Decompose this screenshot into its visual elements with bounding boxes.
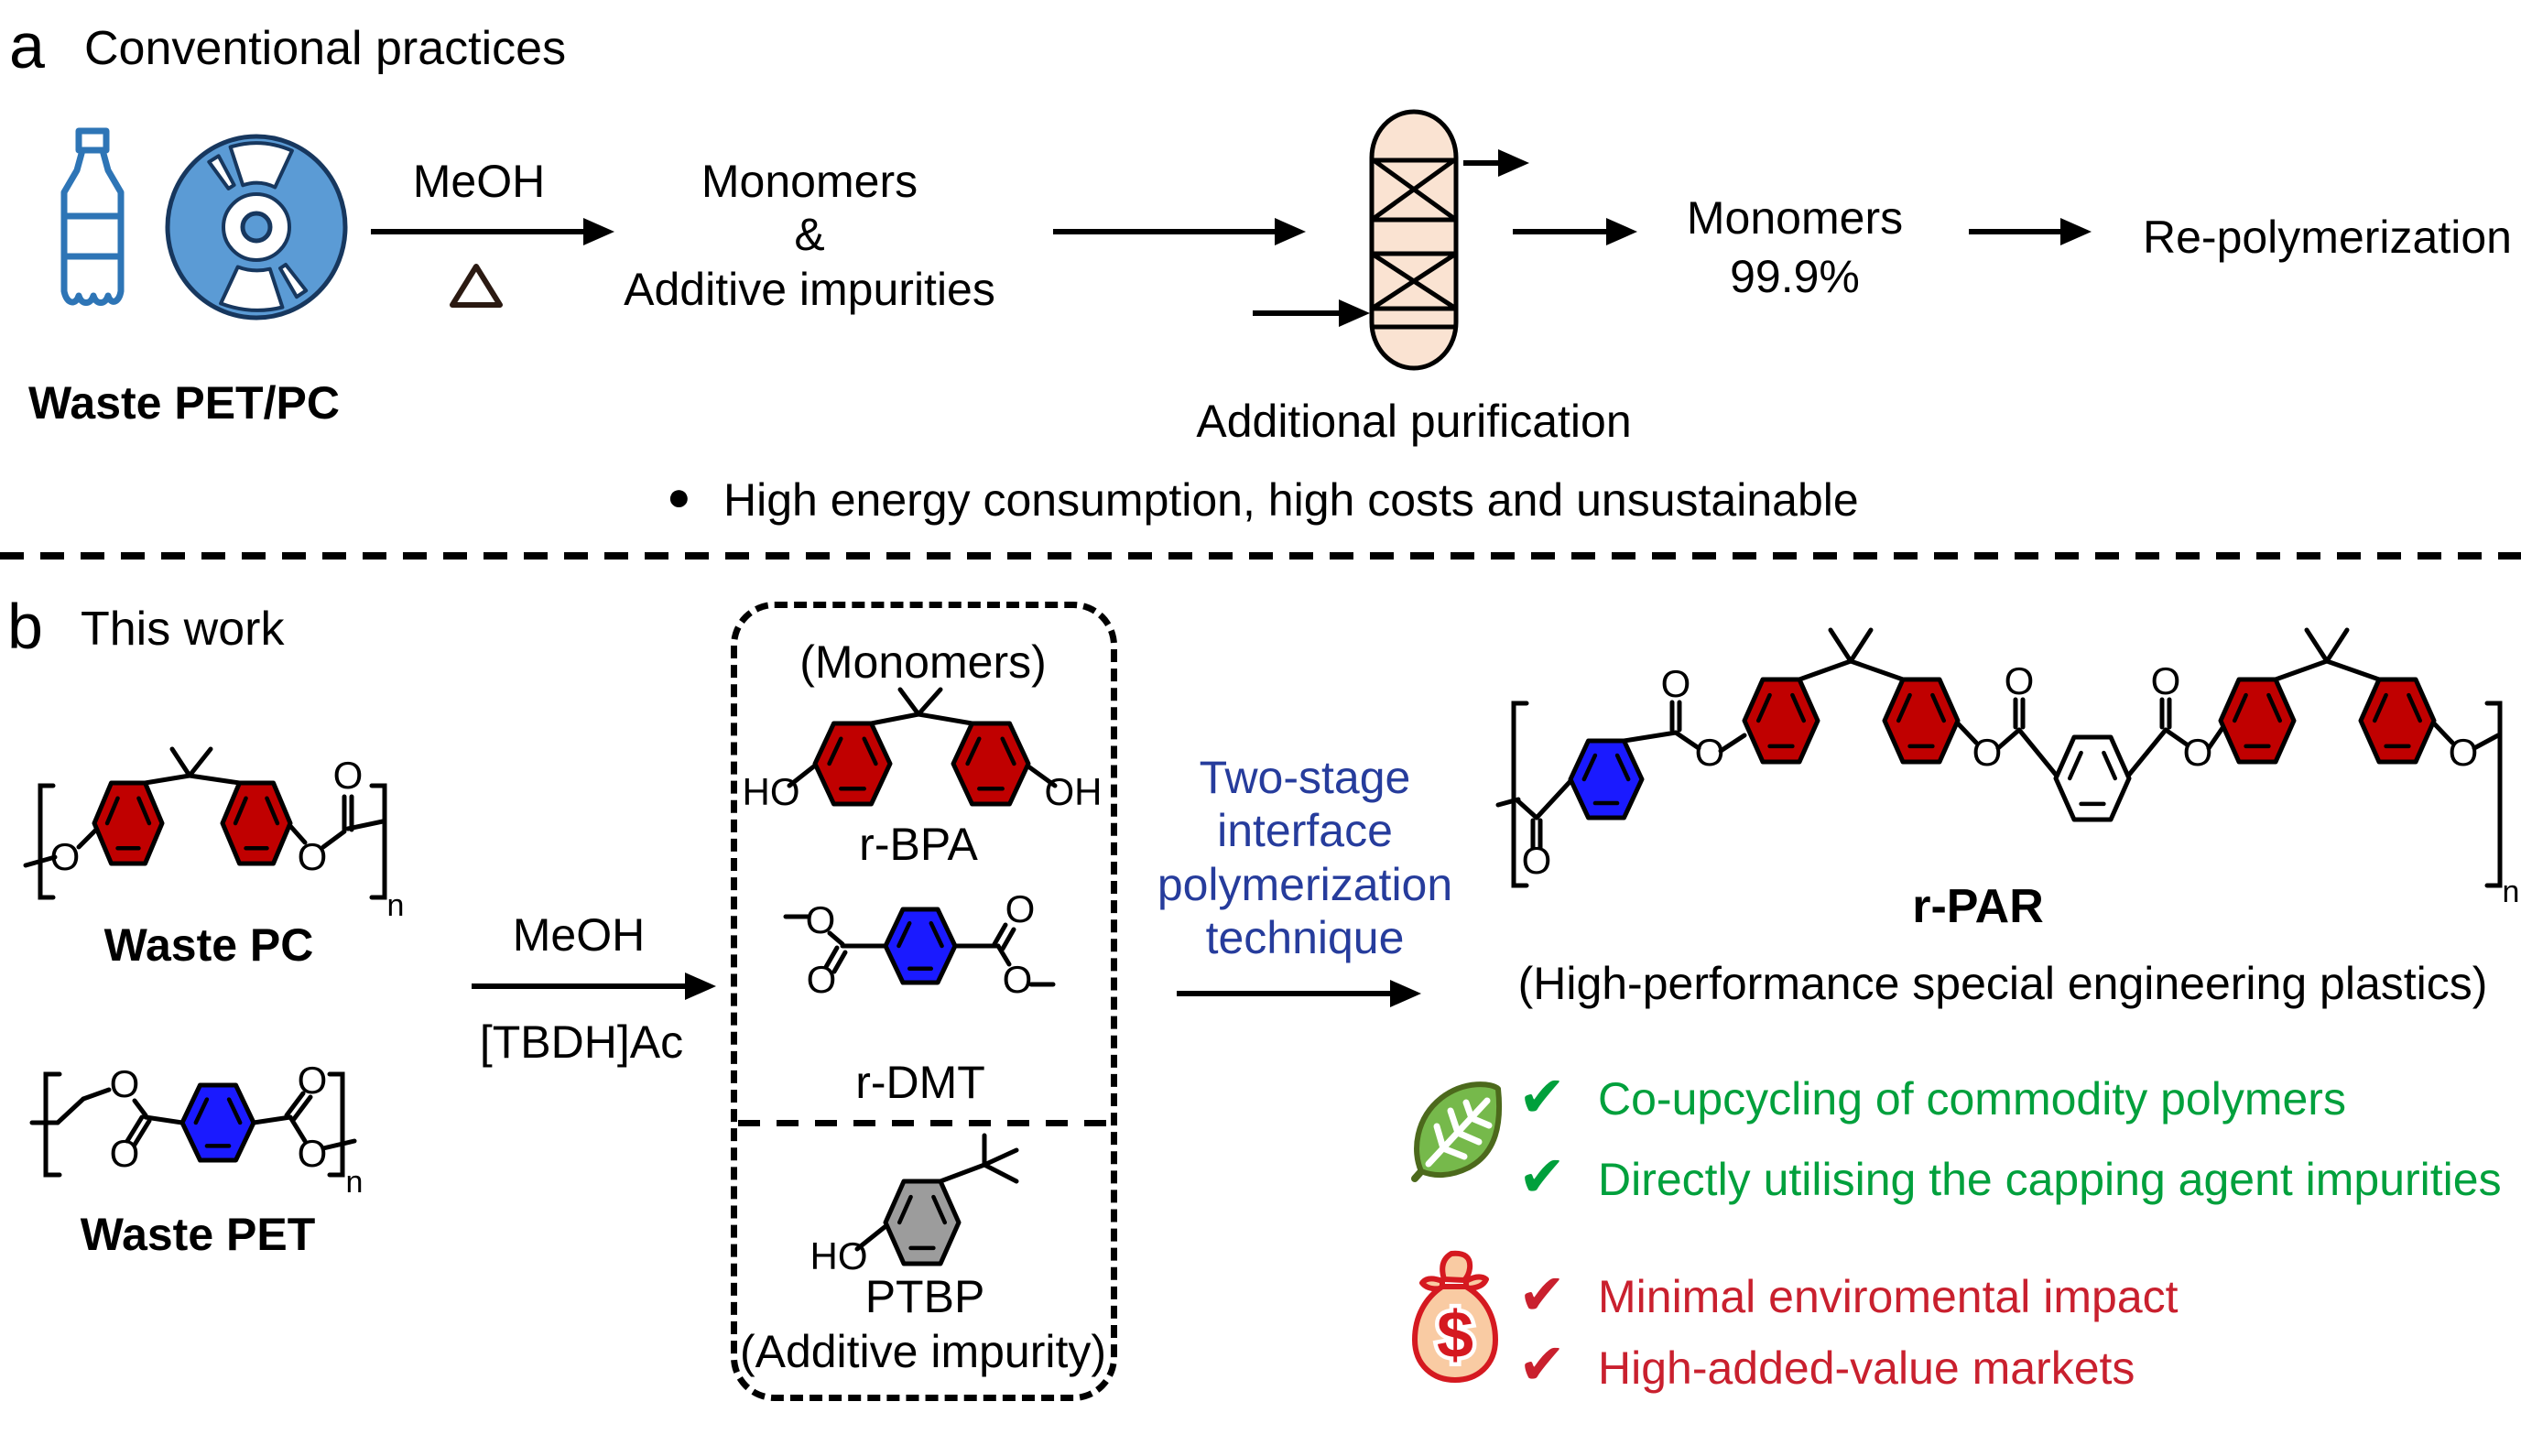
- panel-b-label: b: [7, 591, 43, 662]
- atom-o: O: [1972, 731, 2003, 774]
- reaction-arrow-3: [1969, 229, 2060, 234]
- atom-o: O: [110, 1132, 140, 1175]
- atom-o: O: [298, 1132, 328, 1175]
- benzene-ring-red: [1882, 677, 1961, 765]
- benzene-ring-red: [2218, 677, 2297, 765]
- dollar-icon: $: [1437, 1298, 1473, 1372]
- check-icon: ✔: [1518, 1264, 1566, 1327]
- atom-o: O: [807, 958, 837, 1001]
- panel-b-title: This work: [81, 603, 285, 656]
- r-bpa-structure: HO OH: [743, 687, 1103, 813]
- atom-o: O: [50, 835, 81, 878]
- money-bag-icon: $: [1412, 1250, 1498, 1383]
- reagent-meoh-b: MeOH: [512, 909, 646, 961]
- process-line4: technique: [1205, 912, 1405, 963]
- atom-o: O: [333, 754, 364, 797]
- atom-o: O: [2005, 659, 2035, 702]
- benzene-ring-white: [2053, 734, 2132, 822]
- benzene-ring-red: [2358, 677, 2437, 765]
- cd-disc-icon: [165, 134, 348, 321]
- purified-line2: 99.9%: [1730, 251, 1860, 302]
- plastic-bottle-icon: [60, 127, 125, 306]
- r-par-sub-label: (High-performance special engineering pl…: [1517, 958, 2488, 1009]
- purified-line1: Monomers: [1686, 192, 1904, 244]
- products-line2: &: [794, 209, 825, 260]
- drawback-bullet-icon: ●: [667, 474, 691, 519]
- products-line3: Additive impurities: [624, 264, 995, 315]
- process-line3: polymerization: [1157, 859, 1453, 910]
- check-icon: ✔: [1518, 1066, 1566, 1129]
- reagent-meoh-a: MeOH: [412, 156, 546, 207]
- final-step-label: Re-polymerization: [2143, 212, 2512, 263]
- benzene-ring-red: [1742, 677, 1820, 765]
- check-icon: ✔: [1518, 1333, 1566, 1396]
- r-dmt-label: r-DMT: [855, 1057, 985, 1108]
- waste-pc-label: Waste PC: [103, 919, 314, 971]
- atom-o: O: [2449, 731, 2479, 774]
- methanolysis-arrow: [472, 983, 685, 989]
- benzene-ring-red: [812, 721, 893, 807]
- distillation-column-icon: [1369, 109, 1459, 371]
- red-benefit-1: Minimal enviromental impact: [1598, 1271, 2179, 1322]
- benzene-ring-gray: [883, 1179, 962, 1266]
- atom-o: O: [110, 1062, 140, 1105]
- monomer-impurity-dashed-box: [731, 602, 1117, 1401]
- column-top-out-arrow: [1463, 160, 1498, 166]
- process-line2: interface: [1217, 805, 1393, 856]
- heat-delta-icon: [450, 264, 503, 308]
- repeat-n: n: [346, 1165, 364, 1200]
- panel-a-title: Conventional practices: [84, 22, 567, 75]
- atom-o: O: [1522, 839, 1552, 882]
- atom-o: O: [298, 1059, 328, 1102]
- reaction-arrow-1: [371, 229, 583, 234]
- catalyst-label: [TBDH]Ac: [479, 1016, 684, 1068]
- atom-o: O: [1005, 887, 1036, 930]
- r-bpa-label: r-BPA: [859, 819, 978, 870]
- repeat-n: n: [2503, 875, 2520, 909]
- atom-o: O: [298, 835, 328, 878]
- atom-o: O: [1003, 958, 1033, 1001]
- benzene-ring-blue: [1568, 738, 1645, 820]
- polymerization-arrow: [1177, 991, 1390, 996]
- waste-pc-structure: O O O n: [23, 746, 405, 923]
- red-benefit-2: High-added-value markets: [1598, 1342, 2135, 1394]
- box-divider-dashed-line: [738, 1120, 1110, 1126]
- atom-o: O: [2151, 659, 2181, 702]
- repeat-n: n: [387, 888, 405, 923]
- waste-pet-structure: O O O O n: [29, 1059, 364, 1200]
- atom-o: O: [2183, 731, 2213, 774]
- ptbp-sub-label: (Additive impurity): [739, 1326, 1107, 1377]
- column-product-arrow: [1513, 229, 1606, 234]
- r-par-structure: O O O O O O O O: [1495, 627, 2519, 909]
- products-line1: Monomers: [701, 156, 918, 207]
- atom-o: O: [1661, 662, 1691, 705]
- benzene-ring-blue: [179, 1082, 256, 1163]
- benzene-ring-red: [951, 721, 1031, 807]
- r-dmt-structure: O O O O: [783, 887, 1056, 1001]
- green-benefit-1: Co-upcycling of commodity polymers: [1598, 1073, 2346, 1125]
- benzene-ring-red: [220, 780, 293, 866]
- panel-divider-dashed-line: [0, 552, 2521, 560]
- atom-ho: HO: [810, 1234, 868, 1277]
- purification-caption: Additional purification: [1196, 396, 1632, 447]
- leaf-icon: [1411, 1081, 1503, 1182]
- process-line1: Two-stage: [1199, 752, 1411, 803]
- reaction-arrow-2: [1053, 229, 1275, 234]
- benzene-ring-blue: [883, 907, 958, 985]
- atom-ho: HO: [743, 770, 800, 813]
- column-feed-arrow: [1253, 310, 1339, 316]
- ptbp-structure: HO: [810, 1133, 1019, 1277]
- feedstock-label: Waste PET/PC: [28, 377, 340, 429]
- check-icon: ✔: [1518, 1146, 1566, 1209]
- drawback-text: High energy consumption, high costs and …: [723, 474, 1859, 526]
- benzene-ring-red: [92, 780, 165, 866]
- atom-oh: OH: [1045, 770, 1103, 813]
- monomers-box-title: (Monomers): [799, 636, 1047, 688]
- panel-a-label: a: [9, 10, 45, 81]
- green-benefit-2: Directly utilising the capping agent imp…: [1598, 1154, 2502, 1205]
- ptbp-label: PTBP: [864, 1271, 985, 1322]
- waste-pet-label: Waste PET: [80, 1209, 316, 1260]
- r-par-label: r-PAR: [1912, 880, 2044, 933]
